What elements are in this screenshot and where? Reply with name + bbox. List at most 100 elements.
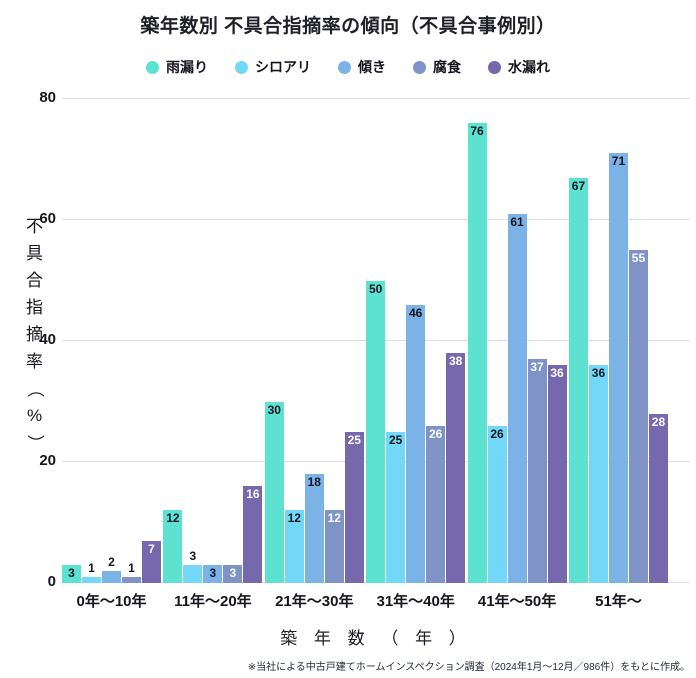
bar-groups-row: 3 1 2 1 7 0年～10年 12 3 3 3 16 11年～20年 30 12 18 12 25 21年～3… <box>62 99 690 610</box>
bar-value-label: 36 <box>591 366 606 381</box>
bar-水漏れ: 7 <box>142 540 161 583</box>
bar-value-label: 12 <box>166 511 180 526</box>
legend-item: シロアリ <box>235 57 311 77</box>
bar-腐食: 1 <box>122 561 141 583</box>
bar-雨漏り: 50 <box>366 280 386 583</box>
bar-傾き: 61 <box>507 213 527 583</box>
y-axis-title: 不具合指摘率 （% ） <box>25 217 45 452</box>
legend-dot-雨漏り <box>146 60 159 74</box>
gridline-60 <box>62 219 690 220</box>
y-axis-title-char: 不 <box>26 217 43 236</box>
legend-dot-腐食 <box>413 60 426 74</box>
bar-value-label: 16 <box>246 487 260 502</box>
legend-item: 腐食 <box>413 57 461 77</box>
bar-傾き: 18 <box>304 474 324 583</box>
x-axis-category-label: 31年～40年 <box>376 593 455 610</box>
bar-雨漏り: 30 <box>264 401 284 583</box>
x-axis-category-label: 0年～10年 <box>76 593 147 610</box>
x-axis-category-label: 41年～50年 <box>477 593 557 610</box>
plot-area: 0 20 40 60 80 3 1 2 1 7 0年～10年 12 3 3 3 16 11年～20年 30 12 1… <box>39 89 690 610</box>
bar-水漏れ: 28 <box>648 413 668 583</box>
bar-value-label: 50 <box>368 281 383 296</box>
y-tick-label: 40 <box>39 331 56 348</box>
x-axis-category-label: 21年～30年 <box>275 593 354 610</box>
y-axis-title-char: （ <box>25 380 45 398</box>
bar-value-label: 7 <box>148 541 155 556</box>
bar-group: 50 25 46 26 38 31年～40年 <box>366 99 466 610</box>
legend-item-label: シロアリ <box>255 59 311 75</box>
y-axis-title-char: 合 <box>26 271 43 290</box>
x-axis-category-label: 11年～20年 <box>174 593 252 610</box>
legend-item: 水漏れ <box>488 57 550 77</box>
bar-シロアリ: 1 <box>82 561 101 583</box>
legend-item-label: 腐食 <box>433 59 461 75</box>
bar-value-label: 71 <box>611 154 626 169</box>
bar-group: 30 12 18 12 25 21年～30年 <box>264 99 364 610</box>
bar-value-label: 12 <box>327 511 341 526</box>
bar-group: 12 3 3 3 16 11年～20年 <box>163 99 263 610</box>
y-axis-title-char: 具 <box>26 244 43 263</box>
bar-傾き: 71 <box>608 153 628 583</box>
legend-item-label: 傾き <box>358 59 386 75</box>
bar-value-label: 61 <box>510 214 524 229</box>
bar-傾き: 2 <box>102 555 121 583</box>
bar-value-label: 46 <box>408 305 423 320</box>
y-axis-title-char: % <box>26 406 43 425</box>
legend-dot-傾き <box>338 60 351 74</box>
y-axis-title-char: ） <box>25 434 45 452</box>
bar-value-label: 37 <box>530 360 544 375</box>
bar-value-label: 2 <box>108 554 115 569</box>
bar-雨漏り: 76 <box>467 123 487 583</box>
y-axis-title-char: 率 <box>26 352 43 371</box>
bar-傾き: 3 <box>203 564 223 583</box>
bar-雨漏り: 12 <box>163 510 183 583</box>
bar-value-label: 25 <box>388 432 403 447</box>
bar-value-label: 55 <box>631 251 646 266</box>
x-axis-title: 築 年 数 （ 年 ） <box>280 629 472 648</box>
gridline-80 <box>62 98 690 99</box>
bar-value-label: 3 <box>68 565 75 580</box>
bar-value-label: 1 <box>88 560 95 575</box>
bar-value-label: 1 <box>128 560 135 575</box>
bar-value-label: 67 <box>571 178 586 193</box>
bar-水漏れ: 25 <box>344 431 364 583</box>
bar-腐食: 55 <box>628 250 648 583</box>
bar-シロアリ: 12 <box>284 510 304 583</box>
y-axis-title-char: 摘 <box>26 325 43 344</box>
bar-水漏れ: 38 <box>446 353 466 583</box>
bar-value-label: 26 <box>428 426 443 441</box>
bar-value-label: 28 <box>651 414 666 429</box>
y-axis-title-char: 指 <box>26 298 43 317</box>
legend-item: 雨漏り <box>146 57 208 77</box>
bar-シロアリ: 25 <box>386 431 406 583</box>
legend-dot-水漏れ <box>488 60 501 74</box>
bar-シロアリ: 3 <box>183 549 203 583</box>
bar-value-label: 38 <box>448 354 463 369</box>
bar-value-label: 76 <box>470 124 484 139</box>
bar-group: 3 1 2 1 7 0年～10年 <box>62 99 161 610</box>
y-tick-label: 80 <box>39 89 56 106</box>
legend-item-label: 水漏れ <box>508 59 550 75</box>
y-tick-label: 60 <box>39 210 56 227</box>
bar-value-label: 3 <box>189 548 197 563</box>
bar-傾き: 46 <box>406 304 426 583</box>
x-axis-category-label: 51年～ <box>595 593 642 610</box>
source-footnote: ※当社による中古戸建てホームインスペクション調査（2024年1月～12月／986… <box>247 662 690 673</box>
bar-value-label: 25 <box>347 432 361 447</box>
bar-シロアリ: 26 <box>487 425 507 583</box>
legend: 雨漏り シロアリ 傾き 腐食 水漏れ <box>0 57 696 77</box>
bar-水漏れ: 16 <box>243 486 263 583</box>
legend-item: 傾き <box>338 57 386 77</box>
bar-value-label: 3 <box>229 565 237 580</box>
bar-腐食: 3 <box>223 564 243 583</box>
chart-title: 築年数別 不具合指摘率の傾向（不具合事例別） <box>140 16 556 37</box>
bar-雨漏り: 3 <box>62 564 81 583</box>
bar-value-label: 3 <box>209 565 217 580</box>
bar-value-label: 30 <box>267 402 281 417</box>
bar-value-label: 36 <box>550 366 564 381</box>
bar-シロアリ: 36 <box>588 365 608 583</box>
y-tick-label: 0 <box>47 573 56 590</box>
bar-value-label: 12 <box>287 511 301 526</box>
legend-dot-シロアリ <box>235 60 248 74</box>
